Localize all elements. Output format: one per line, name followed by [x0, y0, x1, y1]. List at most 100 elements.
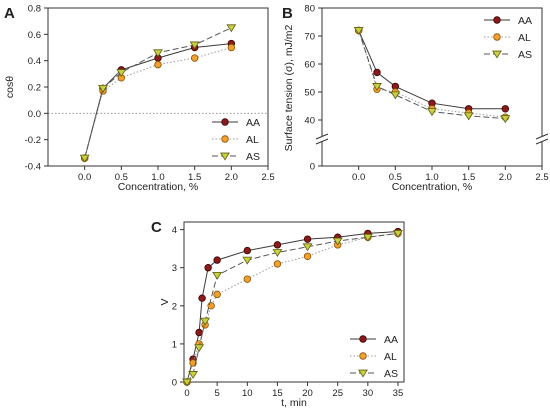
panel-a-legend-label-as: AS — [246, 151, 260, 163]
panel-b-plot-frame — [321, 7, 543, 167]
panel-a-y-tick-label: -0.2 — [25, 135, 41, 146]
panel-b-axis-break-gap — [536, 136, 548, 142]
panel-b-x-tick-label: 1.0 — [425, 172, 438, 183]
panel-c-y-axis-label: V — [159, 298, 171, 305]
panel-c-x-tick-label: 5 — [215, 388, 220, 399]
panel-c-point-as — [200, 317, 211, 326]
panel-c-legend-label-as: AS — [384, 368, 398, 380]
panel-c-point-as — [332, 237, 343, 246]
panel-c-point-al — [243, 275, 251, 283]
panel-c-series-line-as — [186, 232, 399, 383]
panel-c-x-tick-label: 25 — [332, 388, 343, 399]
panel-b-x-tick-label: 0.5 — [389, 172, 402, 183]
panel-a-y-ticks: -0.4 -0.2 0.0 0.2 0.4 0.6 0.8 — [25, 4, 48, 173]
panel-b-point-as — [353, 27, 364, 35]
panel-c-legend-marker-al — [359, 352, 367, 360]
panel-b-x-axis-label: Concentration, % — [392, 181, 473, 193]
panel-c-y-tick-label: 3 — [172, 263, 177, 274]
panel-b-y-tick-label: 70 — [304, 32, 315, 43]
panel-b-axis-break-mark — [535, 133, 549, 140]
panel-a-series-line-as — [84, 27, 232, 159]
panel-b-axis-break-mark — [315, 138, 329, 145]
panel-b-y-tick-label: 60 — [304, 60, 315, 71]
panel-a-point-al — [154, 60, 162, 69]
panel-b-axis-break-mark — [315, 133, 329, 140]
panel-b-point-as — [500, 115, 511, 124]
panel-b-legend-label-as: AS — [518, 49, 532, 61]
panel-c-point-aa — [273, 241, 282, 249]
panel-c-point-al — [303, 252, 312, 260]
panel-c-x-tick-label: 10 — [242, 388, 253, 399]
panel-a-point-as — [226, 24, 237, 33]
panel-b-point-as — [390, 91, 401, 100]
panel-c-point-as — [182, 378, 192, 387]
panel-c-point-as — [362, 233, 373, 242]
panel-a-series — [79, 24, 237, 163]
panel-c-point-al — [213, 290, 221, 299]
panel-b-series — [353, 26, 511, 124]
panel-b-x-tick-label: 2.0 — [499, 172, 512, 183]
panel-a-x-tick-label: 0.5 — [115, 172, 128, 183]
panel-c-x-tick-label: 35 — [393, 388, 404, 399]
panel-b-x-tick-label: 1.5 — [462, 172, 475, 183]
panel-b-legend-marker-aa — [493, 16, 501, 24]
panel-c-point-as — [242, 256, 253, 265]
panel-a-legend: AA AL AS — [212, 117, 260, 163]
panel-b-y-tick-label: 0 — [310, 162, 315, 173]
panel-c-point-al — [273, 260, 282, 268]
panel-c-point-aa — [243, 246, 251, 255]
panel-a-plot-frame — [47, 7, 269, 167]
panel-a-y-tick-label: -0.4 — [25, 162, 41, 173]
panel-a-legend-label-al: AL — [246, 134, 259, 146]
panel-a-point-al — [190, 54, 199, 62]
panel-c-legend-label-al: AL — [384, 351, 397, 363]
panel-b-axis-break — [315, 133, 549, 145]
panel-b-y-tick-label: 40 — [304, 116, 315, 127]
panel-c-y-tick-label: 1 — [172, 339, 177, 350]
panel-a-y-tick-label: 0.2 — [28, 83, 41, 94]
panel-a-y-tick-label: 0.4 — [28, 56, 41, 67]
panel-b-y-axis-label: Surface tension (σ), mJ/m2 — [283, 24, 295, 151]
panel-a-point-as — [153, 49, 163, 58]
panel-b-legend-marker-as — [492, 50, 502, 59]
panel-b-series-line-aa — [358, 30, 506, 110]
panel-c-x-axis-label: t, min — [281, 397, 307, 409]
panel-c-legend-marker-aa — [359, 335, 367, 343]
panel-b-axis-break-mark — [535, 138, 549, 145]
panel-b-legend: AA AL AS — [484, 15, 532, 61]
panel-c-legend-label-aa: AA — [384, 334, 398, 346]
panel-b-legend-label-aa: AA — [518, 15, 532, 27]
panel-c-point-al — [189, 359, 197, 367]
panel-c-point-aa — [213, 256, 221, 264]
panel-b-point-as — [372, 83, 382, 91]
panel-b-point-as — [463, 112, 474, 121]
panel-c-y-tick-label: 0 — [172, 378, 177, 389]
panel-c-y-ticks: 0 1 2 3 4 — [172, 225, 184, 389]
panel-b-x-ticks: 0.0 0.5 1.0 1.5 2.0 2.5 — [352, 166, 549, 183]
panel-a-y-tick-label: 0.8 — [28, 4, 41, 15]
panel-c-point-as — [393, 230, 403, 238]
panel-c-label: C — [151, 219, 162, 236]
panel-b-y-tick-label: 50 — [304, 88, 315, 99]
panel-b-x-tick-label: 0.0 — [352, 172, 365, 183]
panel-b-legend-label-al: AL — [518, 32, 531, 44]
panel-c-legend: AA AL AS — [350, 334, 398, 380]
panel-c-series-line-aa — [186, 231, 399, 383]
panel-c-legend-marker-as — [358, 369, 368, 378]
panel-b-point-as — [427, 108, 437, 117]
panel-a-point-as — [98, 84, 108, 93]
panel-a-point-as — [116, 69, 127, 78]
panel-a-x-tick-label: 2.5 — [261, 172, 274, 183]
panel-c-x-tick-label: 15 — [272, 388, 283, 399]
panel-a-x-tick-label: 1.0 — [151, 172, 164, 183]
panel-a-x-tick-label: 0.0 — [78, 172, 91, 183]
panel-a-point-as — [79, 154, 90, 163]
panel-c-point-aa — [198, 294, 206, 302]
panel-c-point-aa — [303, 235, 312, 243]
panel-b-point-aa — [373, 68, 381, 77]
panel-b-series-line-as — [358, 30, 506, 120]
panel-b-label: B — [282, 5, 293, 22]
panel-c-x-tick-label: 30 — [363, 388, 374, 399]
panel-a-legend-marker-aa — [221, 118, 229, 126]
